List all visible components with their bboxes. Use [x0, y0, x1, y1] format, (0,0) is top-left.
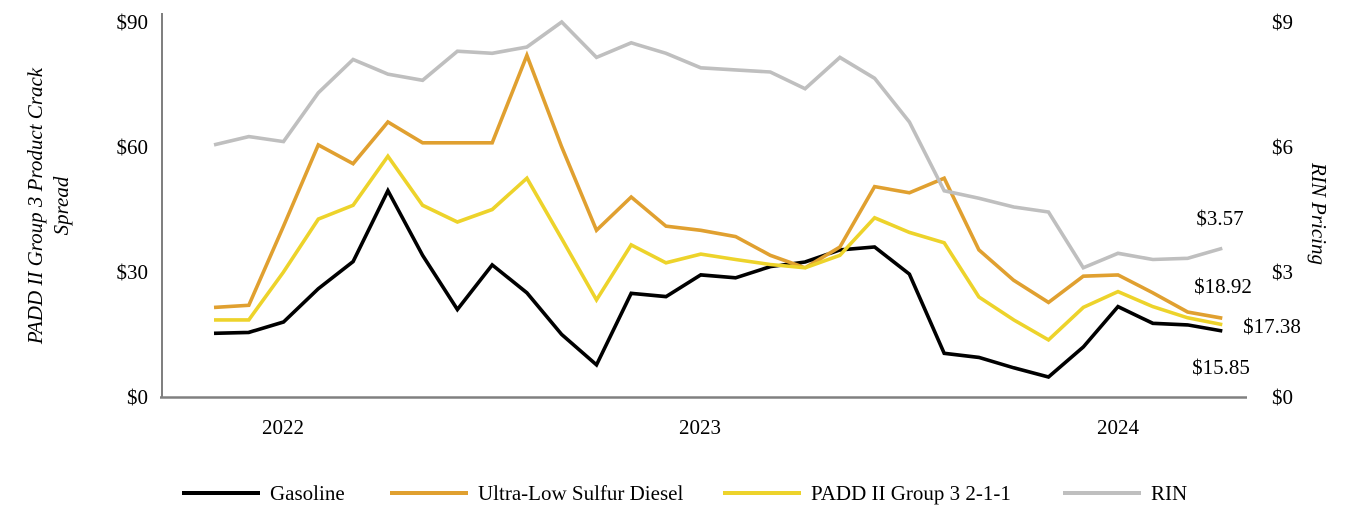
end-label-18.92: $18.92	[1194, 274, 1252, 298]
left-axis-tick-90: $90	[116, 10, 149, 34]
right-axis-tick-9: $9	[1272, 10, 1293, 34]
x-axis-tick-2024: 2024	[1097, 415, 1139, 439]
right-axis-tick-0: $0	[1272, 385, 1293, 409]
right-axis-title: RIN Pricing	[1307, 162, 1331, 266]
end-label-17.38: $17.38	[1243, 314, 1301, 338]
right-axis-tick-6: $6	[1272, 135, 1293, 159]
left-axis-title: PADD II Group 3 Product Crack Spread	[22, 36, 78, 376]
legend-swatch-gasoline	[182, 491, 260, 495]
series-line-gasoline	[213, 186, 1223, 379]
legend-label-padd-ii-group-3-2-1-1: PADD II Group 3 2-1-1	[811, 481, 1011, 505]
end-label-3.57: $3.57	[1196, 206, 1244, 230]
end-label-15.85: $15.85	[1192, 355, 1250, 379]
x-axis-tick-2023: 2023	[679, 415, 721, 439]
legend-label-gasoline: Gasoline	[270, 481, 345, 505]
series-line-ultra-low-sulfur-diesel	[213, 50, 1223, 320]
legend-label-rin: RIN	[1151, 481, 1188, 505]
right-axis-tick-3: $3	[1272, 260, 1293, 284]
left-axis-title-line2: Spread	[49, 176, 73, 236]
series-line-rin	[213, 19, 1223, 271]
left-axis-tick-0: $0	[127, 385, 148, 409]
left-axis-title-line1: PADD II Group 3 Product Crack	[23, 67, 47, 345]
legend-swatch-padd-ii-group-3-2-1-1	[723, 491, 801, 495]
series-line-padd-ii-group-3-2-1-1	[214, 153, 1223, 343]
legend-label-ultra-low-sulfur-diesel: Ultra-Low Sulfur Diesel	[478, 481, 684, 505]
legend-swatch-ultra-low-sulfur-diesel	[390, 491, 468, 495]
x-axis-tick-2022: 2022	[262, 415, 304, 439]
left-axis-tick-30: $30	[116, 260, 149, 284]
legend-swatch-rin	[1063, 491, 1141, 495]
left-axis-tick-60: $60	[116, 135, 149, 159]
